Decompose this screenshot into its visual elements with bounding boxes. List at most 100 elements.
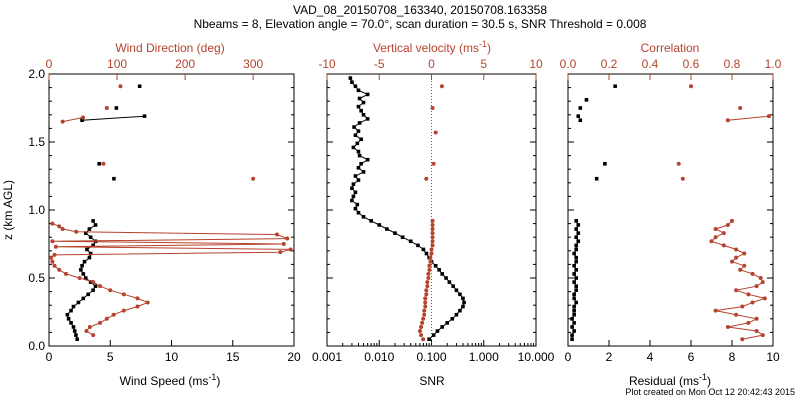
data-point	[50, 221, 55, 226]
data-point	[440, 325, 444, 329]
data-point	[357, 153, 362, 158]
xtick-bottom-label: 6	[688, 350, 695, 364]
data-point	[82, 259, 87, 264]
xtick-top-label: 200	[175, 57, 195, 71]
data-point	[447, 280, 452, 284]
data-point	[570, 333, 574, 337]
data-point	[357, 96, 362, 101]
data-point	[88, 280, 93, 284]
data-point	[574, 268, 578, 272]
xtick-top-label: 0.0	[560, 57, 577, 71]
data-point	[740, 304, 745, 309]
data-point	[425, 280, 430, 285]
data-point	[584, 98, 589, 102]
data-point	[353, 206, 358, 211]
data-point	[428, 255, 433, 260]
data-point	[361, 100, 366, 105]
data-point	[52, 263, 57, 268]
data-point	[418, 329, 423, 334]
series-line	[710, 220, 767, 340]
data-point	[760, 333, 765, 338]
data-point	[52, 252, 57, 257]
data-point	[750, 271, 755, 276]
data-point	[725, 118, 730, 123]
data-point	[81, 115, 86, 120]
data-point	[574, 243, 578, 248]
data-point	[734, 288, 739, 293]
data-point	[416, 243, 420, 248]
ytick-label: 2.0	[28, 67, 45, 81]
data-point	[440, 272, 444, 276]
xtick-bottom-label: 0	[46, 350, 53, 364]
data-point	[721, 243, 726, 248]
ytick-label: 0.5	[28, 271, 45, 285]
left-top-axis-label: Wind Direction (deg)	[115, 41, 224, 55]
figure-title-line1: VAD_08_20150708_163340, 20150708.163358	[293, 3, 547, 17]
data-point	[83, 276, 88, 280]
data-point	[353, 174, 358, 178]
data-point	[359, 161, 363, 166]
data-point	[356, 166, 361, 170]
data-point	[433, 130, 438, 135]
data-point	[426, 276, 431, 280]
xtick-bottom-label: 10	[165, 350, 179, 364]
data-point	[251, 176, 256, 181]
data-point	[572, 329, 576, 333]
data-point	[425, 284, 430, 289]
data-point	[60, 119, 65, 124]
data-point	[365, 157, 370, 162]
data-point	[60, 227, 65, 232]
figure-title-line2: Nbeams = 8, Elevation angle = 70.0°, sca…	[194, 17, 647, 31]
data-point	[400, 235, 405, 239]
data-point	[393, 231, 397, 235]
data-point	[57, 224, 62, 229]
middle-top-axis-label-end: )	[487, 41, 491, 55]
middle-top-axis-label: Vertical velocity (ms-1)	[373, 39, 491, 55]
data-point	[365, 117, 370, 121]
data-point	[746, 292, 751, 297]
data-point	[435, 329, 440, 333]
data-point	[762, 296, 767, 301]
data-point	[574, 284, 578, 288]
data-point	[439, 84, 444, 89]
data-point	[104, 316, 109, 321]
data-point	[680, 176, 685, 181]
data-point	[145, 300, 150, 305]
data-point	[81, 296, 86, 301]
data-point	[458, 292, 462, 297]
xtick-bottom-label: 20	[287, 350, 301, 364]
data-point	[424, 251, 429, 256]
data-point	[114, 106, 119, 110]
data-point	[87, 227, 92, 231]
data-point	[355, 202, 360, 207]
data-point	[430, 106, 435, 110]
data-point	[461, 304, 465, 309]
data-point	[451, 284, 455, 288]
xtick-bottom-label: 10.000	[518, 350, 555, 364]
data-point	[85, 247, 89, 252]
data-point	[137, 84, 142, 89]
data-point	[576, 231, 581, 235]
data-point	[754, 316, 759, 321]
xtick-top-label: 10	[529, 57, 543, 71]
data-point	[730, 259, 734, 264]
data-point	[385, 227, 389, 231]
data-point	[423, 300, 428, 305]
data-point	[424, 288, 429, 293]
left-panel-frame	[48, 73, 295, 347]
series-line	[62, 117, 84, 123]
data-point	[76, 300, 81, 305]
data-point	[420, 320, 425, 325]
data-point	[288, 247, 293, 252]
data-point	[351, 182, 356, 186]
data-point	[348, 76, 353, 80]
xtick-top-label: 0.6	[683, 57, 700, 71]
left-bottom-axis-label: Wind Speed (ms-1)	[120, 372, 221, 388]
data-point	[422, 308, 427, 313]
data-point	[424, 292, 429, 297]
xtick-top-label: 1.0	[765, 57, 782, 71]
data-point	[419, 324, 424, 329]
middle-top-axis-label-sup: -1	[479, 39, 487, 49]
data-point	[421, 247, 426, 252]
data-point	[574, 255, 578, 260]
